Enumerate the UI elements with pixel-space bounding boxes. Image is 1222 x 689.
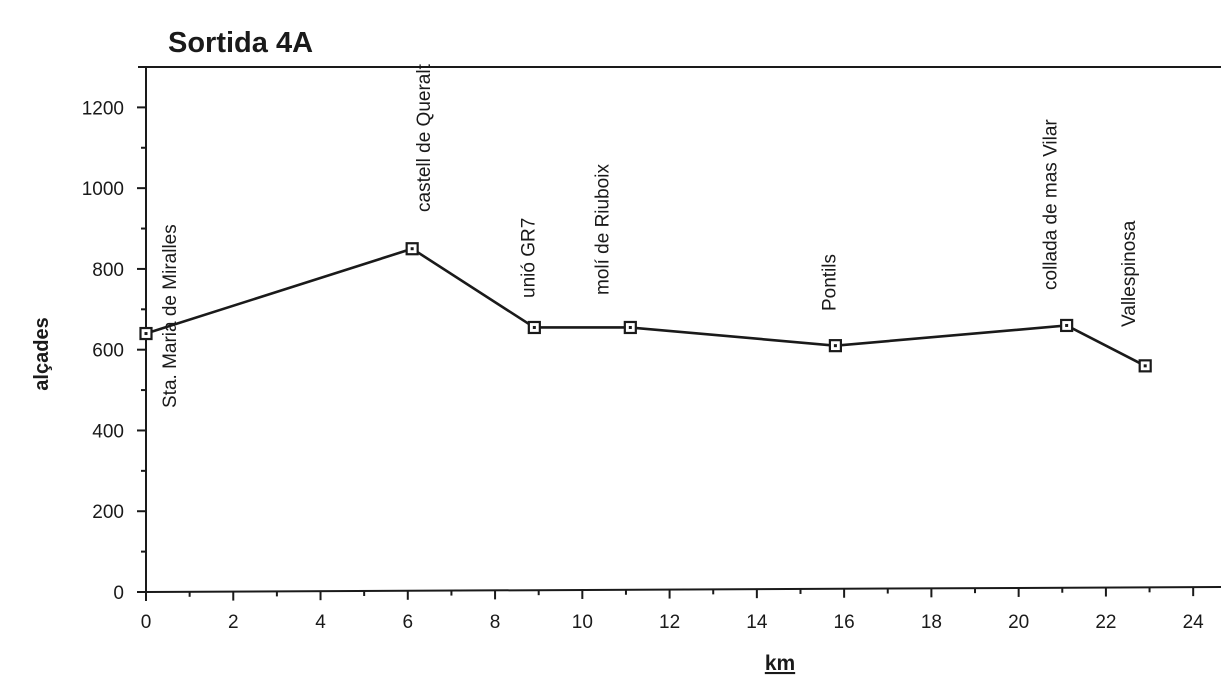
point-annotation: Sta. Maria de Miralles	[160, 224, 181, 408]
data-point-center	[833, 344, 837, 348]
x-tick-label: 14	[746, 612, 768, 633]
x-axis-label: km	[765, 652, 795, 675]
y-tick-label: 200	[92, 502, 124, 523]
y-tick-label: 800	[92, 260, 124, 281]
y-tick-label: 1200	[82, 98, 124, 119]
y-axis-label: alçades	[31, 317, 53, 390]
series-line	[145, 247, 1146, 368]
chart-title: Sortida 4A	[168, 27, 313, 59]
x-tick-label: 12	[659, 612, 680, 633]
point-annotation: castell de Queralt	[414, 63, 435, 212]
x-tick-label: 16	[834, 612, 855, 633]
point-annotation: molí de Riuboix	[592, 164, 613, 295]
x-axis-line	[145, 586, 1222, 593]
x-tick-label: 10	[572, 612, 593, 633]
point-annotation: Vallespinosa	[1119, 220, 1140, 327]
x-tick-label: 2	[228, 612, 239, 633]
x-tick-label: 24	[1183, 612, 1205, 633]
y-tick-label: 400	[92, 421, 124, 442]
y-tick-label: 1000	[82, 179, 124, 200]
x-tick-label: 22	[1095, 612, 1116, 633]
x-tick-label: 4	[315, 612, 326, 633]
series	[139, 242, 1152, 373]
data-point-center	[410, 247, 414, 251]
data-point-center	[628, 325, 632, 329]
point-annotation: Pontils	[819, 254, 840, 311]
x-tick-label: 6	[403, 612, 414, 633]
data-point-center	[144, 332, 148, 336]
data-point-center	[1065, 323, 1069, 327]
data-point-center	[1143, 364, 1147, 368]
annotations: Sta. Maria de Miralles castell de Queralt…	[160, 63, 1140, 408]
y-tick-label: 0	[113, 583, 124, 604]
point-annotation: unió GR7	[518, 218, 539, 298]
x-tick-label: 18	[921, 612, 942, 633]
y-tick-label: 600	[92, 341, 124, 362]
point-annotation: collada de mas Vilar	[1041, 119, 1062, 290]
x-tick-label: 20	[1008, 612, 1029, 633]
data-point-center	[532, 325, 536, 329]
x-tick-label: 0	[141, 612, 152, 633]
x-tick-label: 8	[490, 612, 501, 633]
